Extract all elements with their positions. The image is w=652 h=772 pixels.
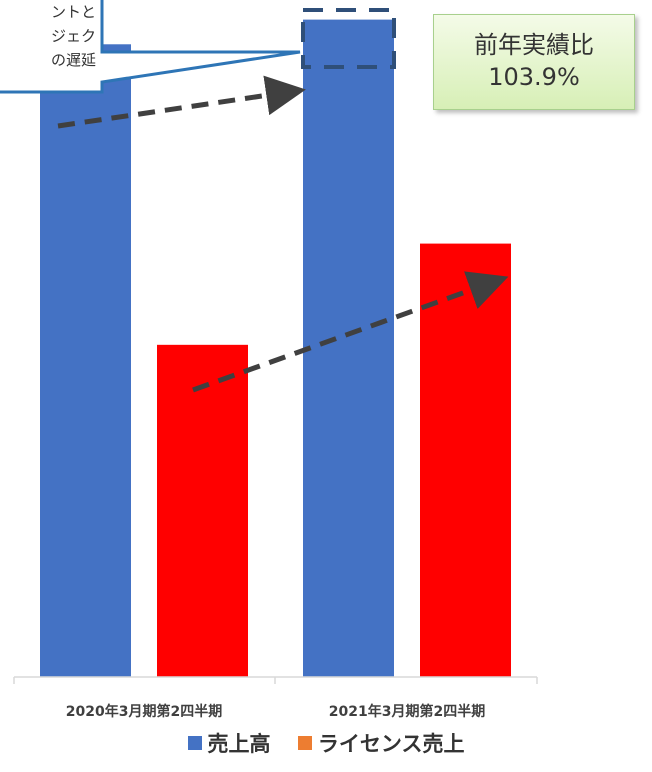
sales-trend-arrow	[57, 75, 306, 129]
bar-license-0	[157, 344, 248, 677]
callout-line: ジェク	[50, 27, 96, 45]
legend-item-sales: 売上高	[187, 728, 271, 758]
dashed-increase-box	[301, 8, 396, 69]
yoy-ratio-value: 103.9%	[488, 63, 580, 91]
legend: 売上高 ライセンス売上	[0, 728, 652, 758]
license-trend-arrow	[192, 271, 509, 393]
legend-swatch-sales	[187, 736, 202, 750]
bar-sales-1	[303, 19, 394, 678]
callout-text: ントと ジェク の遅延	[0, 0, 100, 72]
x-tick-label: 2021年3月期第2四半期	[329, 703, 485, 720]
legend-item-license: ライセンス売上	[297, 728, 465, 758]
legend-label-license: ライセンス売上	[317, 732, 465, 756]
bars-group	[40, 19, 511, 678]
legend-swatch-license	[297, 736, 312, 750]
callout-line: ントと	[50, 3, 96, 21]
callout-shape	[0, 0, 301, 94]
yoy-ratio-box: 前年実績比 103.9%	[433, 14, 635, 110]
callout-line: の遅延	[50, 51, 96, 69]
bar-sales-0	[40, 44, 131, 677]
legend-label-sales: 売上高	[207, 732, 271, 756]
bar-license-1	[420, 243, 511, 678]
x-tick-label: 2020年3月期第2四半期	[66, 703, 222, 720]
yoy-ratio-label: 前年実績比	[474, 31, 594, 59]
